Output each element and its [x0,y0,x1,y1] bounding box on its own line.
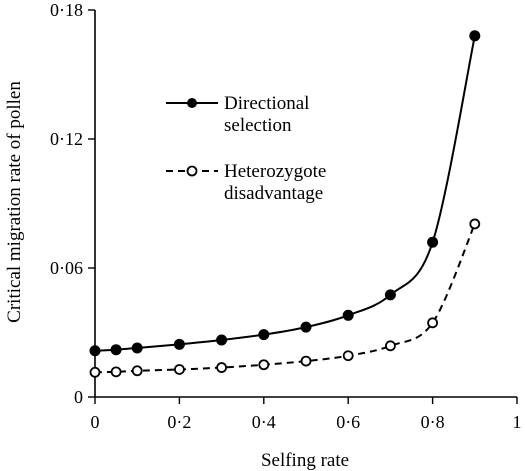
x-tick-label: 1 [513,412,522,432]
x-tick-label: 0·8 [421,412,445,432]
x-tick-label: 0·2 [167,412,191,432]
y-tick-label: 0·18 [50,0,83,20]
y-tick-label: 0·06 [50,258,83,278]
data-point [427,236,439,248]
data-point [131,342,143,354]
data-point [469,218,481,230]
x-tick-label: 0·6 [336,412,360,432]
y-axis-title: Critical migration rate of pollen [4,81,25,323]
series-1 [89,30,481,357]
x-axis-title: Selfing rate [261,450,349,471]
legend-label: Directional [224,93,309,114]
data-point [216,334,228,346]
data-point [427,317,439,329]
data-point [300,321,312,333]
data-point [258,329,270,341]
data-point [110,366,122,378]
data-point [89,345,101,357]
series-layer [89,30,481,378]
data-point [110,344,122,356]
data-point [89,366,101,378]
legend-label: disadvantage [224,183,323,204]
axes [94,10,517,398]
data-point [384,340,396,352]
x-tick-label: 0·4 [252,412,276,432]
data-point [300,355,312,367]
data-point [216,362,228,373]
legend-label: selection [224,115,292,136]
series-2 [89,218,481,378]
x-tick-label: 0 [91,412,100,432]
data-point [258,359,270,371]
legend-label: Heterozygote [224,161,326,182]
data-point [384,289,396,301]
data-point [131,365,143,377]
data-point [342,350,354,362]
data-point [173,364,185,375]
legend-marker [187,98,197,108]
data-point [342,309,354,321]
data-point [173,338,185,350]
y-tick-label: 0 [74,387,83,407]
ticks: 0 0·2 0·4 0·6 0·8 1 0 0·06 0·12 0·18 [50,0,522,432]
y-tick-label: 0·12 [50,129,83,149]
legend-marker [186,165,198,177]
series-line [94,223,476,374]
data-point [469,30,481,42]
